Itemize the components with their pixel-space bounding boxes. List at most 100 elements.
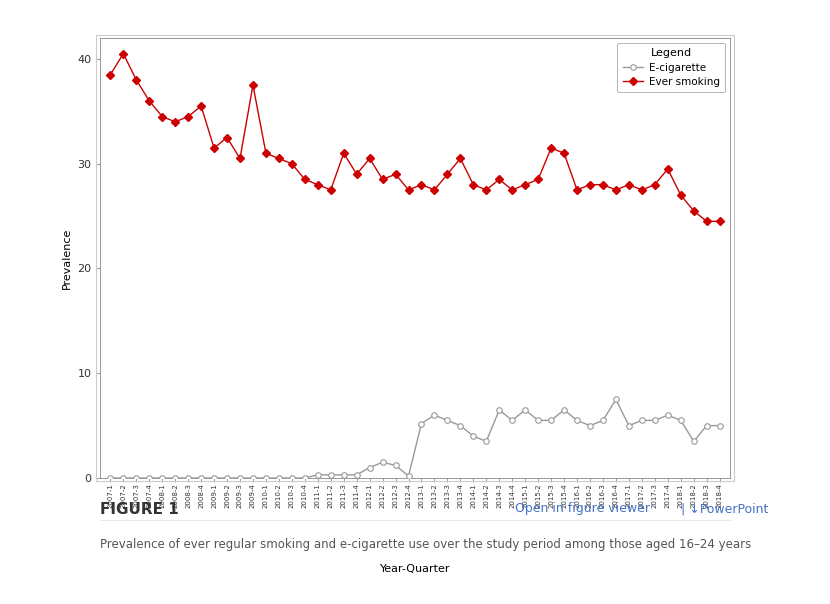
Text: FIGURE 1: FIGURE 1: [100, 502, 178, 517]
Ever smoking: [261, 150, 271, 157]
Ever smoking: [287, 160, 297, 167]
E-cigarette: [325, 471, 335, 478]
Ever smoking: [715, 217, 725, 225]
Text: Prevalence of ever regular smoking and e-cigarette use over the study period amo: Prevalence of ever regular smoking and e…: [100, 538, 751, 551]
Line: Ever smoking: Ever smoking: [108, 51, 722, 224]
Ever smoking: [248, 82, 258, 89]
E-cigarette: [222, 474, 232, 481]
Ever smoking: [235, 155, 245, 162]
Ever smoking: [144, 97, 154, 104]
Ever smoking: [183, 113, 193, 120]
Ever smoking: [676, 191, 686, 199]
E-cigarette: [403, 472, 413, 480]
Ever smoking: [429, 186, 439, 193]
E-cigarette: [650, 417, 660, 424]
Ever smoking: [442, 170, 452, 178]
E-cigarette: [196, 474, 206, 481]
Ever smoking: [157, 113, 167, 120]
E-cigarette: [300, 474, 310, 481]
E-cigarette: [105, 474, 115, 481]
Ever smoking: [520, 181, 530, 188]
Ever smoking: [325, 186, 335, 193]
E-cigarette: [131, 474, 141, 481]
E-cigarette: [468, 432, 478, 440]
Ever smoking: [222, 134, 232, 141]
E-cigarette: [507, 417, 517, 424]
Ever smoking: [196, 103, 206, 110]
Ever smoking: [546, 144, 556, 152]
Ever smoking: [689, 207, 699, 214]
E-cigarette: [585, 422, 595, 429]
E-cigarette: [701, 422, 711, 429]
Text: Open in figure viewer: Open in figure viewer: [515, 502, 650, 515]
Ever smoking: [364, 155, 374, 162]
Ever smoking: [559, 150, 569, 157]
E-cigarette: [248, 474, 258, 481]
E-cigarette: [559, 406, 569, 414]
Ever smoking: [313, 181, 323, 188]
Ever smoking: [585, 181, 595, 188]
E-cigarette: [533, 417, 543, 424]
E-cigarette: [287, 474, 297, 481]
Line: E-cigarette: E-cigarette: [108, 397, 722, 481]
Ever smoking: [701, 217, 711, 225]
Ever smoking: [533, 176, 543, 183]
Ever smoking: [663, 165, 673, 173]
Ever smoking: [650, 181, 660, 188]
Ever smoking: [507, 186, 517, 193]
E-cigarette: [689, 438, 699, 445]
E-cigarette: [429, 411, 439, 419]
E-cigarette: [456, 422, 466, 429]
E-cigarette: [352, 471, 362, 478]
E-cigarette: [520, 406, 530, 414]
E-cigarette: [313, 471, 323, 478]
Ever smoking: [378, 176, 388, 183]
Ever smoking: [352, 170, 362, 178]
E-cigarette: [417, 420, 427, 427]
E-cigarette: [624, 422, 634, 429]
E-cigarette: [495, 406, 505, 414]
Ever smoking: [572, 186, 582, 193]
Ever smoking: [637, 186, 647, 193]
Ever smoking: [624, 181, 634, 188]
E-cigarette: [157, 474, 167, 481]
E-cigarette: [611, 396, 621, 403]
E-cigarette: [676, 417, 686, 424]
Ever smoking: [495, 176, 505, 183]
E-cigarette: [663, 411, 673, 419]
E-cigarette: [144, 474, 154, 481]
E-cigarette: [183, 474, 193, 481]
Ever smoking: [339, 150, 349, 157]
Ever smoking: [598, 181, 608, 188]
E-cigarette: [261, 474, 271, 481]
Ever smoking: [105, 71, 115, 79]
E-cigarette: [119, 474, 129, 481]
Ever smoking: [611, 186, 621, 193]
Text: | ↓PowerPoint: | ↓PowerPoint: [681, 502, 768, 515]
E-cigarette: [378, 458, 388, 466]
E-cigarette: [364, 464, 374, 471]
E-cigarette: [391, 462, 401, 469]
E-cigarette: [235, 474, 245, 481]
E-cigarette: [274, 474, 284, 481]
E-cigarette: [598, 417, 608, 424]
Ever smoking: [456, 155, 466, 162]
Ever smoking: [170, 118, 180, 126]
Ever smoking: [300, 176, 310, 183]
E-cigarette: [481, 438, 491, 445]
Ever smoking: [209, 144, 219, 152]
Ever smoking: [403, 186, 413, 193]
Ever smoking: [131, 76, 141, 83]
E-cigarette: [442, 417, 452, 424]
Ever smoking: [391, 170, 401, 178]
Ever smoking: [417, 181, 427, 188]
E-cigarette: [170, 474, 180, 481]
E-cigarette: [209, 474, 219, 481]
Ever smoking: [481, 186, 491, 193]
E-cigarette: [339, 471, 349, 478]
E-cigarette: [572, 417, 582, 424]
E-cigarette: [715, 422, 725, 429]
Y-axis label: Prevalence: Prevalence: [62, 227, 72, 289]
Ever smoking: [468, 181, 478, 188]
Legend: E-cigarette, Ever smoking: E-cigarette, Ever smoking: [618, 43, 725, 92]
